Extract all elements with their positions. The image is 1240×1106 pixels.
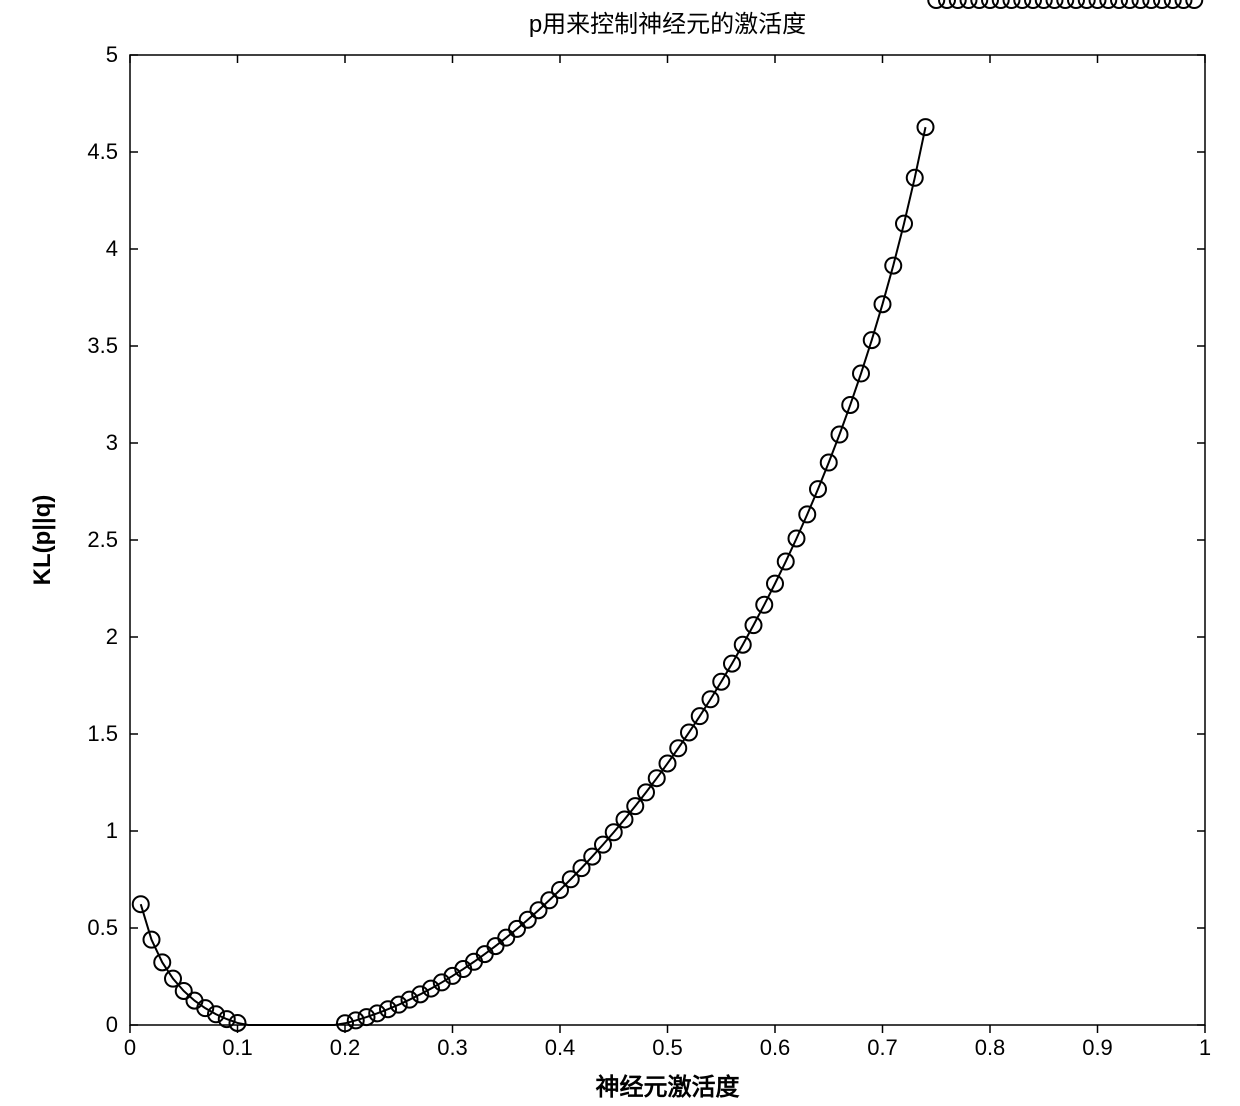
chart-title: p用来控制神经元的激活度 (529, 11, 806, 38)
y-tick-label: 3.5 (87, 333, 118, 358)
y-tick-label: 0 (106, 1012, 118, 1037)
x-tick-label: 0.2 (330, 1035, 361, 1060)
x-tick-label: 0.1 (222, 1035, 253, 1060)
y-tick-label: 0.5 (87, 915, 118, 940)
axes-box (130, 55, 1205, 1025)
x-tick-label: 0.7 (867, 1035, 898, 1060)
x-tick-label: 0.9 (1082, 1035, 1113, 1060)
y-tick-label: 4.5 (87, 139, 118, 164)
x-tick-label: 0.8 (975, 1035, 1006, 1060)
x-tick-label: 0.3 (437, 1035, 468, 1060)
y-tick-label: 1.5 (87, 721, 118, 746)
data-line (141, 127, 926, 1025)
chart-svg: 0 0.1 0.2 0.3 0.4 0.5 0.6 0.7 0.8 0.9 1 0 0.5 1 1.5 2 2.… (0, 0, 1240, 1106)
data-marker (1186, 0, 1202, 8)
y-tick-label: 5 (106, 42, 118, 67)
kl-divergence-chart: 0 0.1 0.2 0.3 0.4 0.5 0.6 0.7 0.8 0.9 1 0 0.5 1 1.5 2 2.… (0, 0, 1240, 1106)
x-tick-label: 0.6 (760, 1035, 791, 1060)
y-tick-label: 2 (106, 624, 118, 649)
y-tick-label: 1 (106, 818, 118, 843)
x-tick-label: 0 (124, 1035, 136, 1060)
x-tick-label: 0.5 (652, 1035, 683, 1060)
y-axis-label: KL(p||q) (29, 495, 56, 586)
x-axis-label: 神经元激活度 (596, 1073, 741, 1101)
y-tick-label: 2.5 (87, 527, 118, 552)
y-tick-label: 4 (106, 236, 118, 261)
y-tick-label: 3 (106, 430, 118, 455)
x-tick-label: 0.4 (545, 1035, 576, 1060)
x-tick-label: 1 (1199, 1035, 1211, 1060)
